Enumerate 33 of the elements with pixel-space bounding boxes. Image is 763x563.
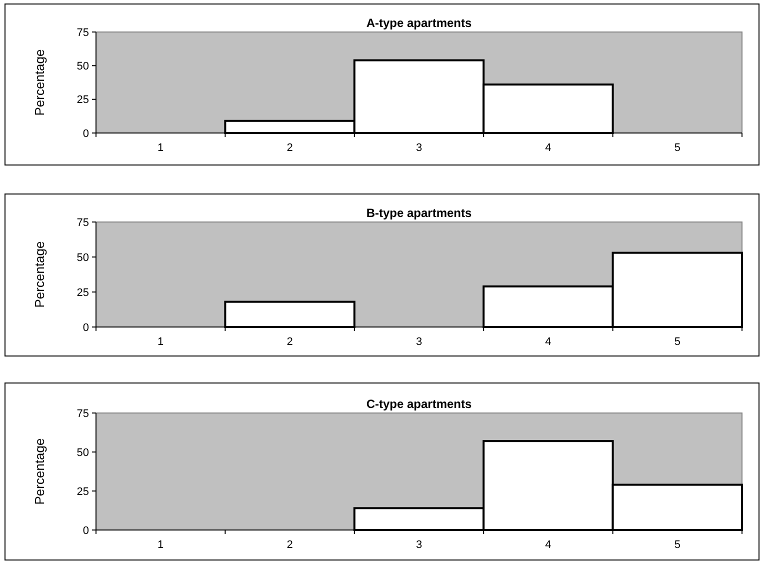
x-tick-label: 1 — [158, 336, 164, 348]
chart-title: B-type apartments — [366, 206, 472, 220]
x-tick-label: 3 — [416, 539, 422, 551]
chart-title: A-type apartments — [366, 16, 472, 30]
x-tick-label: 4 — [545, 142, 552, 154]
x-tick-label: 3 — [416, 336, 422, 348]
y-tick-label: 50 — [76, 252, 89, 264]
y-tick-label: 25 — [76, 94, 89, 106]
chart-title: C-type apartments — [366, 397, 472, 411]
y-tick-label: 50 — [76, 446, 89, 459]
y-tick-label: 75 — [76, 26, 89, 39]
y-tick-label: 25 — [76, 286, 89, 299]
x-tick-label: 5 — [674, 336, 680, 348]
y-tick-label: 0 — [82, 322, 89, 334]
x-tick-label: 2 — [286, 539, 293, 551]
x-tick-label: 5 — [674, 539, 680, 551]
y-axis-title: Percentage — [32, 438, 47, 505]
y-tick-label: 50 — [76, 60, 89, 73]
x-tick-label: 5 — [674, 142, 680, 154]
y-axis-title: Percentage — [32, 241, 47, 308]
x-tick-label: 2 — [286, 142, 293, 154]
x-tick-label: 4 — [545, 336, 552, 348]
x-tick-label: 2 — [286, 336, 293, 348]
y-tick-label: 75 — [76, 216, 89, 229]
x-tick-label: 4 — [545, 539, 552, 551]
y-tick-label: 25 — [76, 486, 89, 498]
y-tick-label: 0 — [82, 524, 89, 537]
y-tick-label: 0 — [82, 128, 89, 140]
x-tick-label: 3 — [416, 142, 422, 154]
y-axis-title: Percentage — [32, 49, 47, 116]
y-tick-label: 75 — [76, 408, 89, 420]
x-tick-label: 1 — [158, 142, 164, 154]
x-tick-label: 1 — [158, 539, 164, 551]
